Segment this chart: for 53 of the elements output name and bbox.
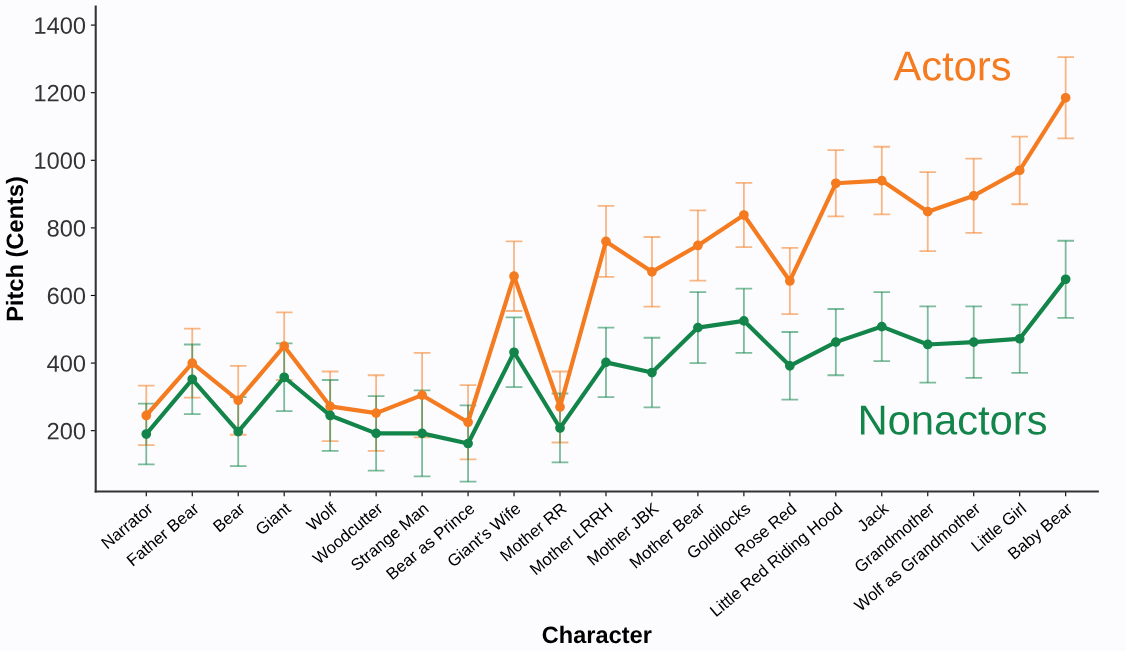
point <box>279 341 290 352</box>
y-tick-label: 1000 <box>35 152 86 170</box>
point <box>325 410 336 421</box>
point <box>187 358 198 368</box>
x-tick-label: Bear <box>212 501 246 533</box>
series-label: Actors <box>893 51 1011 81</box>
y-tick-label: 1200 <box>35 84 86 102</box>
point <box>141 429 152 439</box>
series-label: Nonactors <box>861 405 1046 435</box>
point <box>233 395 244 406</box>
point <box>784 360 795 371</box>
point <box>417 428 427 439</box>
point <box>739 210 749 220</box>
point <box>876 175 887 186</box>
point <box>601 236 611 247</box>
point <box>463 438 473 449</box>
point <box>693 240 703 251</box>
point <box>784 276 795 286</box>
y-tick-label: 200 <box>47 422 86 440</box>
point <box>141 410 152 421</box>
point <box>1014 333 1025 344</box>
point <box>463 417 473 428</box>
point <box>1060 274 1071 285</box>
point <box>922 339 933 350</box>
point <box>233 426 244 437</box>
point <box>509 347 519 358</box>
point <box>830 178 841 189</box>
point <box>325 401 336 412</box>
point <box>739 315 749 326</box>
point <box>647 367 657 378</box>
x-axis-title: Character <box>542 625 652 644</box>
point <box>647 266 657 277</box>
point <box>693 322 703 333</box>
point <box>601 357 611 368</box>
point <box>279 372 290 383</box>
point <box>555 423 565 433</box>
y-tick-label: 400 <box>47 355 86 372</box>
point <box>968 190 979 201</box>
y-tick-label: 600 <box>47 287 86 305</box>
point <box>371 408 381 418</box>
point <box>830 337 841 347</box>
point <box>555 402 565 412</box>
point <box>371 428 381 439</box>
point <box>922 206 933 217</box>
point <box>417 390 427 401</box>
y-axis-title: Pitch (Cents) <box>5 177 28 321</box>
point <box>876 321 887 332</box>
y-tick-label: 800 <box>47 219 86 237</box>
point <box>968 337 979 347</box>
y-tick-label: 1400 <box>35 17 86 34</box>
point <box>187 374 198 385</box>
point <box>1060 92 1071 103</box>
point <box>1014 165 1025 176</box>
